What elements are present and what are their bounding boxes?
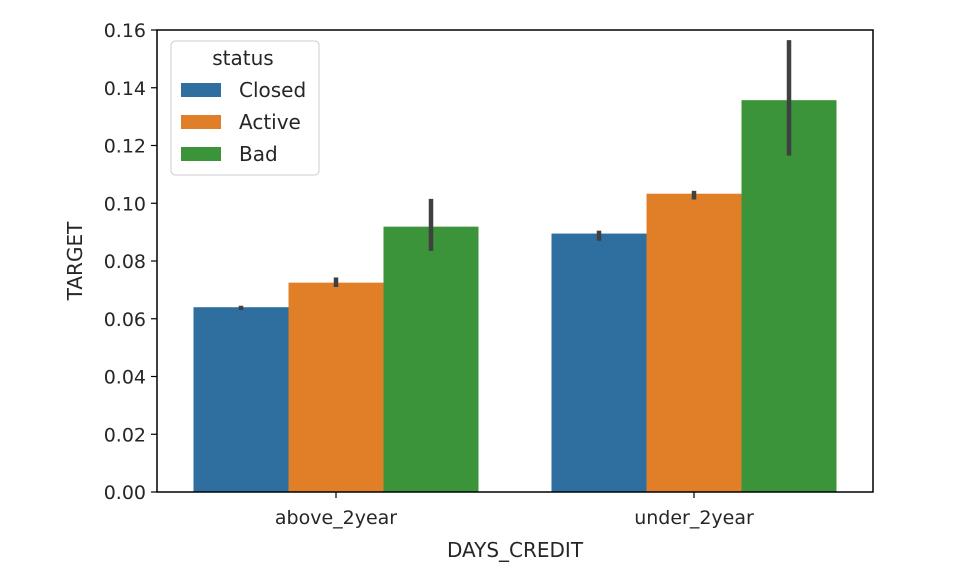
bar-bad-under_2year bbox=[741, 100, 837, 492]
y-tick-label: 0.12 bbox=[104, 136, 146, 158]
y-tick-label: 0.04 bbox=[104, 367, 146, 389]
bar-closed-above_2year bbox=[193, 307, 289, 492]
x-axis-label: DAYS_CREDIT bbox=[447, 538, 584, 562]
x-axis: above_2year under_2year bbox=[275, 492, 754, 529]
y-axis: 0.00 0.02 0.04 0.06 0.08 0.10 0.12 0.14 0.16 bbox=[104, 20, 157, 504]
legend: status Closed Active Bad bbox=[170, 40, 320, 176]
legend-title: status bbox=[212, 46, 273, 70]
bar-bad-above_2year bbox=[383, 226, 479, 493]
y-tick-label: 0.06 bbox=[104, 309, 146, 331]
y-tick-label: 0.14 bbox=[104, 78, 146, 100]
y-axis-label: TARGET bbox=[63, 221, 87, 301]
legend-label-bad: Bad bbox=[239, 142, 278, 166]
legend-swatch-active bbox=[181, 115, 221, 129]
legend-box bbox=[170, 40, 320, 176]
legend-label-active: Active bbox=[239, 110, 301, 134]
x-tick-label: under_2year bbox=[634, 507, 754, 529]
bar-closed-under_2year bbox=[551, 233, 647, 492]
bar-active-above_2year bbox=[288, 282, 384, 492]
y-tick-label: 0.08 bbox=[104, 251, 146, 273]
y-tick-label: 0.02 bbox=[104, 424, 146, 446]
x-tick-label: above_2year bbox=[275, 507, 397, 529]
legend-swatch-bad bbox=[181, 147, 221, 161]
y-tick-label: 0.00 bbox=[104, 482, 146, 504]
legend-swatch-closed bbox=[181, 83, 221, 97]
error-bars-layer bbox=[238, 40, 792, 311]
y-tick-label: 0.16 bbox=[104, 20, 146, 42]
y-tick-label: 0.10 bbox=[104, 193, 146, 215]
bar-active-under_2year bbox=[646, 193, 742, 492]
bars-layer bbox=[193, 100, 837, 493]
legend-label-closed: Closed bbox=[239, 78, 306, 102]
